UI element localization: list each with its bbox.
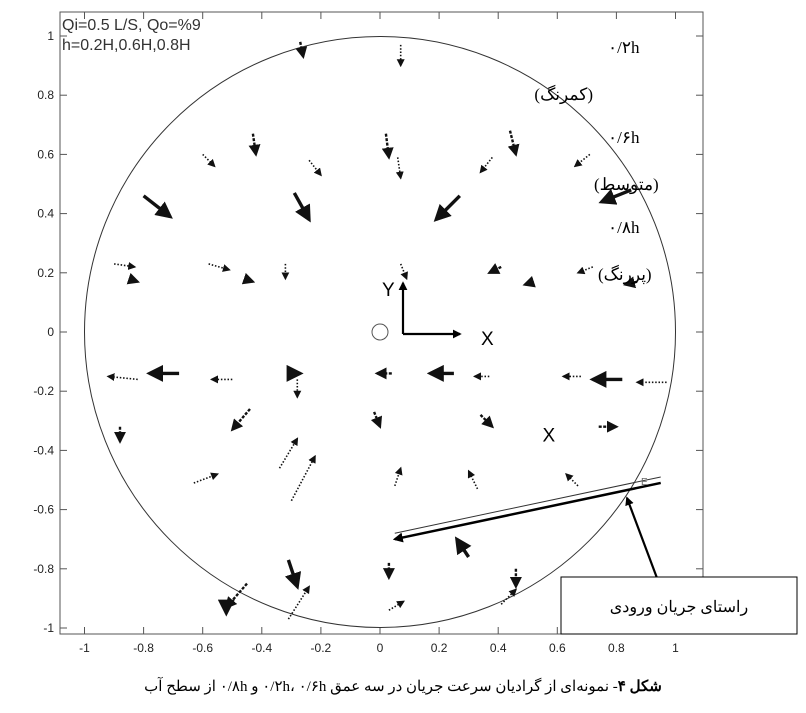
legend-02h-label: ۰/۲h [608,38,640,57]
figure-caption: شکل ۴- نمونه‌ای از گرادیان سرعت جریان در… [0,678,806,696]
outlet-x-label: X [543,426,556,447]
y-tick-label: -0.2 [33,384,54,398]
tank-boundary-circle [84,36,676,628]
figure-caption-text: - نمونه‌ای از گرادیان سرعت جریان در سه ع… [144,679,618,695]
velocity-vector-dotted [113,262,137,270]
center-outlet-marker [371,323,389,341]
annotation-line-2: h=0.2H,0.6H,0.8H [62,37,191,54]
velocity-vector-dotted [106,373,138,382]
velocity-vector-dashed [370,411,383,429]
y-tick-label: 0.4 [37,207,54,221]
legend-08h-label: ۰/۸h [608,218,640,237]
velocity-vector-dashed [507,130,520,157]
y-tick-label: 0 [47,325,54,339]
pipe-end-mark: E [641,477,648,488]
velocity-vector-dashed [224,582,248,610]
velocity-vector-dotted [290,454,316,502]
x-tick-label: 0.6 [549,641,566,655]
legend-06h-desc: (متوسط) [594,175,659,195]
figure-caption-prefix: شکل ۴ [617,679,662,695]
velocity-vector-dashed [622,276,638,289]
velocity-vector-dotted [394,466,403,487]
y-tick-label: 0.6 [37,147,54,161]
legend-02h-desc: (کمرنگ) [534,84,593,105]
velocity-vector-bold [292,192,311,223]
y-tick-label: 0.8 [37,88,54,102]
x-tick-label: -0.8 [133,641,154,655]
velocity-vector-dashed [487,263,502,274]
velocity-vectors [106,41,667,620]
velocity-vector-dotted [576,266,594,275]
velocity-vector-bold [433,194,462,222]
velocity-vector-dotted [573,153,591,168]
velocity-vector-bold [598,188,632,205]
y-tick-label: -1 [43,621,54,635]
velocity-vector-dotted [479,156,493,174]
velocity-vector-dotted [278,437,299,469]
callout-pointer-arrow [625,496,659,579]
velocity-vector-dotted [208,263,231,272]
y-tick-label: 1 [47,29,54,43]
velocity-vector-dashed [381,133,394,160]
inflow-callout-label: راستای جریان ورودی [610,599,748,616]
vector-field-chart: -1 -0.8 -0.6 -0.4 -0.2 0 0.2 0.4 0.6 0.8 1 1 0.8 0.6 0… [33,11,798,655]
x-tick-label: 0 [377,641,384,655]
axis-tick-labels: -1 -0.8 -0.6 -0.4 -0.2 0 0.2 0.4 0.6 0.8 1 1 0.8 0.6 0… [33,29,679,655]
velocity-vector-dotted [399,263,408,281]
x-tick-label: 0.8 [608,641,625,655]
y-axis-indicator-label: Y [382,280,395,301]
annotation-line-1: Qi=0.5 L/S, Qo=%9 [62,17,201,34]
x-tick-label: -0.6 [192,641,213,655]
y-tick-label: -0.8 [33,562,54,576]
x-tick-label: 0.4 [490,641,507,655]
velocity-vector-dotted [388,600,405,611]
velocity-vector-dotted [308,159,322,177]
velocity-vector-bold [284,559,302,590]
velocity-vector-dashed [126,272,140,285]
inflow-callout-box [560,576,798,635]
plot-frame [59,11,704,635]
x-tick-label: 1 [672,641,679,655]
velocity-vector-bold [142,194,173,219]
velocity-vector-dotted [565,472,579,487]
legend-06h-label: ۰/۶h [608,128,640,147]
x-tick-label: 0.2 [431,641,448,655]
velocity-vector-dashed [522,275,536,288]
inflow-direction-arrow [392,481,661,543]
velocity-vector-dotted [500,588,518,605]
velocity-vector-dotted [202,153,216,168]
x-tick-label: -0.2 [311,641,332,655]
velocity-vector-dotted [193,472,219,484]
velocity-vector-dashed [295,41,308,60]
velocity-vector-dotted [467,469,479,490]
axis-ticks [60,12,703,634]
y-tick-label: 0.2 [37,266,54,280]
velocity-vector-dotted [395,157,404,180]
y-tick-label: -0.6 [33,503,54,517]
velocity-vector-dashed [479,414,494,429]
velocity-vector-dashed [248,133,261,157]
x-tick-label: -1 [79,641,90,655]
velocity-vector-dashed [241,272,256,285]
velocity-vector-bold [454,536,472,558]
depth-legend: ۰/۲h (کمرنگ) ۰/۶h (متوسط) ۰/۸h (پررنگ) [534,38,658,285]
x-tick-label: -0.4 [251,641,272,655]
y-tick-label: -0.4 [33,443,54,457]
inflow-thin-line [394,476,661,534]
x-axis-indicator-label: X [481,329,494,350]
legend-08h-desc: (پررنگ) [598,264,652,285]
velocity-vector-dashed [230,408,251,432]
